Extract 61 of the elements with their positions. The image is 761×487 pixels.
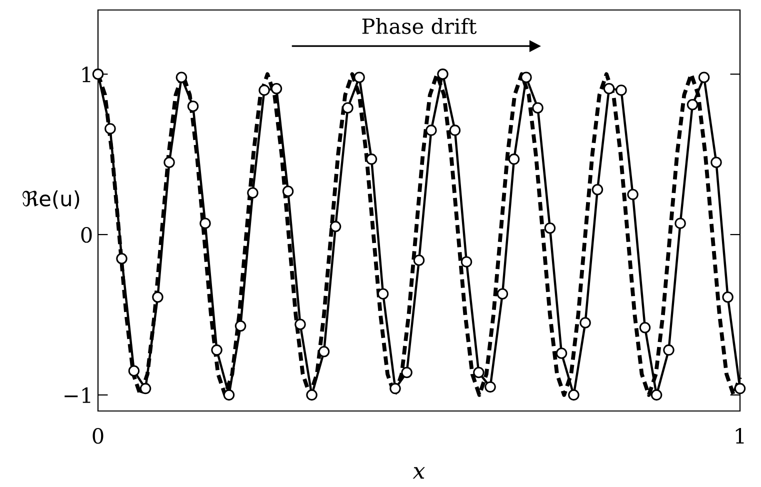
point xyxy=(200,218,211,229)
point xyxy=(211,344,222,356)
point xyxy=(449,124,461,136)
point xyxy=(710,156,722,168)
point xyxy=(377,288,389,300)
point xyxy=(686,99,698,110)
point xyxy=(104,123,116,134)
point xyxy=(568,389,580,401)
point xyxy=(413,254,425,266)
point xyxy=(128,365,140,377)
point xyxy=(140,382,152,394)
point xyxy=(544,222,556,234)
point xyxy=(674,218,686,229)
point xyxy=(342,102,354,114)
point xyxy=(627,188,638,200)
point xyxy=(437,68,448,80)
point xyxy=(247,187,258,198)
point xyxy=(496,288,508,300)
point xyxy=(318,346,330,358)
point xyxy=(223,389,235,401)
y-axis-title: ℜe(u) xyxy=(22,190,80,209)
point xyxy=(390,382,401,394)
point xyxy=(484,381,496,393)
point xyxy=(639,322,651,334)
annotation: Phase drift xyxy=(362,18,477,34)
point xyxy=(270,82,282,94)
point xyxy=(306,389,318,401)
point xyxy=(401,366,412,378)
point xyxy=(532,102,544,114)
point xyxy=(722,291,734,303)
point xyxy=(556,348,568,359)
point xyxy=(366,154,378,165)
point xyxy=(152,291,164,303)
y-tick-label: −1 xyxy=(64,387,90,403)
point xyxy=(234,320,246,332)
point xyxy=(164,156,175,168)
point xyxy=(663,344,674,356)
point xyxy=(616,84,627,96)
point xyxy=(294,318,306,330)
point xyxy=(92,68,104,80)
point xyxy=(520,72,532,83)
y-tick-label: 0 xyxy=(81,227,92,243)
y-tick-label: 1 xyxy=(82,66,90,82)
point xyxy=(508,154,520,165)
point xyxy=(473,366,484,378)
point xyxy=(116,252,128,264)
point xyxy=(330,220,342,232)
point xyxy=(460,256,472,268)
point xyxy=(354,72,365,83)
point xyxy=(592,184,604,196)
point xyxy=(426,124,437,136)
point xyxy=(698,72,710,83)
point xyxy=(258,84,270,96)
x-axis-title: x xyxy=(412,467,425,479)
point xyxy=(603,82,615,94)
point xyxy=(176,72,188,83)
point xyxy=(580,317,591,328)
point xyxy=(650,389,662,401)
point xyxy=(187,100,199,112)
point xyxy=(734,382,746,394)
point xyxy=(282,186,294,197)
